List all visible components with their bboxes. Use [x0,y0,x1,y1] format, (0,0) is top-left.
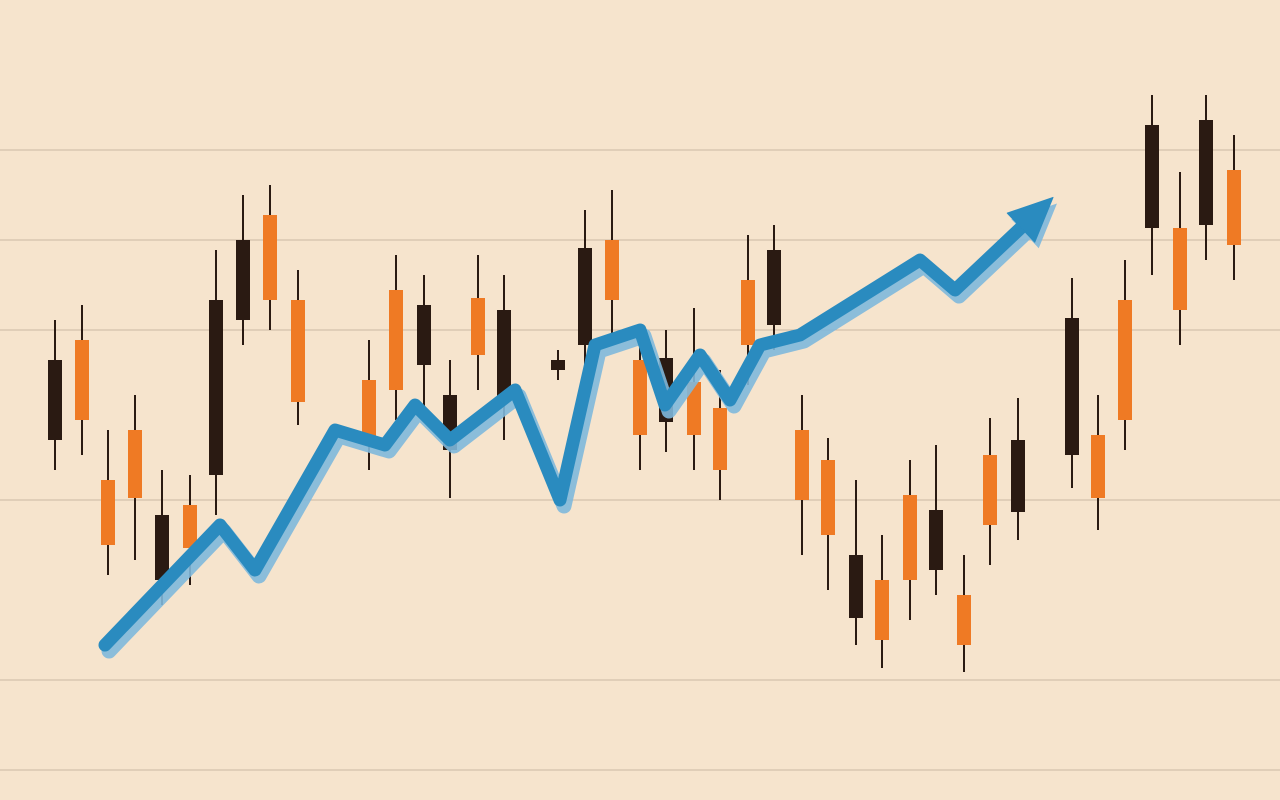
candlestick-chart [0,0,1280,800]
